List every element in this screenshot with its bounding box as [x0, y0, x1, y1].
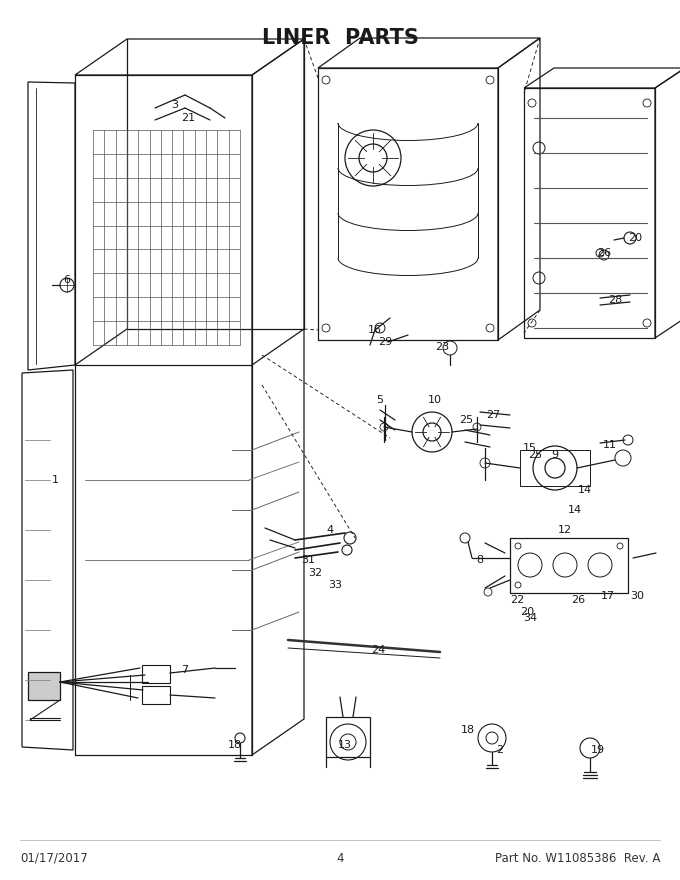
- Text: 25: 25: [528, 450, 542, 460]
- Text: 15: 15: [523, 443, 537, 453]
- Text: 20: 20: [628, 233, 642, 243]
- Bar: [142, 686, 170, 704]
- Text: 10: 10: [428, 395, 442, 405]
- Text: 3: 3: [171, 100, 178, 110]
- Text: 34: 34: [523, 613, 537, 623]
- Text: 21: 21: [181, 113, 195, 123]
- Text: 23: 23: [435, 342, 449, 352]
- Text: 29: 29: [378, 337, 392, 347]
- Text: 11: 11: [603, 440, 617, 450]
- Text: 25: 25: [459, 415, 473, 425]
- Text: 18: 18: [461, 725, 475, 735]
- Text: 1: 1: [52, 475, 58, 485]
- Text: 32: 32: [308, 568, 322, 578]
- Text: 28: 28: [608, 295, 622, 305]
- Text: 9: 9: [551, 450, 558, 460]
- Text: 16: 16: [368, 325, 382, 335]
- Text: 14: 14: [578, 485, 592, 495]
- Text: 4: 4: [326, 525, 334, 535]
- Bar: [520, 450, 590, 486]
- Text: 18: 18: [228, 740, 242, 750]
- Text: 01/17/2017: 01/17/2017: [20, 852, 88, 864]
- Bar: [142, 665, 170, 683]
- Bar: [318, 68, 498, 340]
- Text: 22: 22: [510, 595, 524, 605]
- Text: 8: 8: [477, 555, 483, 565]
- Text: 19: 19: [591, 745, 605, 755]
- Text: LINER  PARTS: LINER PARTS: [262, 28, 418, 48]
- Bar: [524, 88, 655, 338]
- Text: 6: 6: [63, 275, 71, 285]
- Text: 17: 17: [601, 591, 615, 601]
- Bar: [510, 538, 628, 593]
- Text: Part No. W11085386  Rev. A: Part No. W11085386 Rev. A: [494, 852, 660, 864]
- Text: 7: 7: [182, 665, 188, 675]
- Text: 14: 14: [568, 505, 582, 515]
- Text: 20: 20: [520, 607, 534, 617]
- Text: 26: 26: [597, 248, 611, 258]
- Text: 2: 2: [496, 745, 504, 755]
- Text: 30: 30: [630, 591, 644, 601]
- Bar: [326, 717, 370, 757]
- Text: 27: 27: [486, 410, 500, 420]
- Text: 31: 31: [301, 555, 315, 565]
- Text: 13: 13: [338, 740, 352, 750]
- Text: 33: 33: [328, 580, 342, 590]
- Text: 4: 4: [336, 852, 344, 864]
- Bar: [28, 672, 60, 700]
- Text: 24: 24: [371, 645, 385, 655]
- Text: 12: 12: [558, 525, 572, 535]
- Text: 5: 5: [377, 395, 384, 405]
- Text: 26: 26: [571, 595, 585, 605]
